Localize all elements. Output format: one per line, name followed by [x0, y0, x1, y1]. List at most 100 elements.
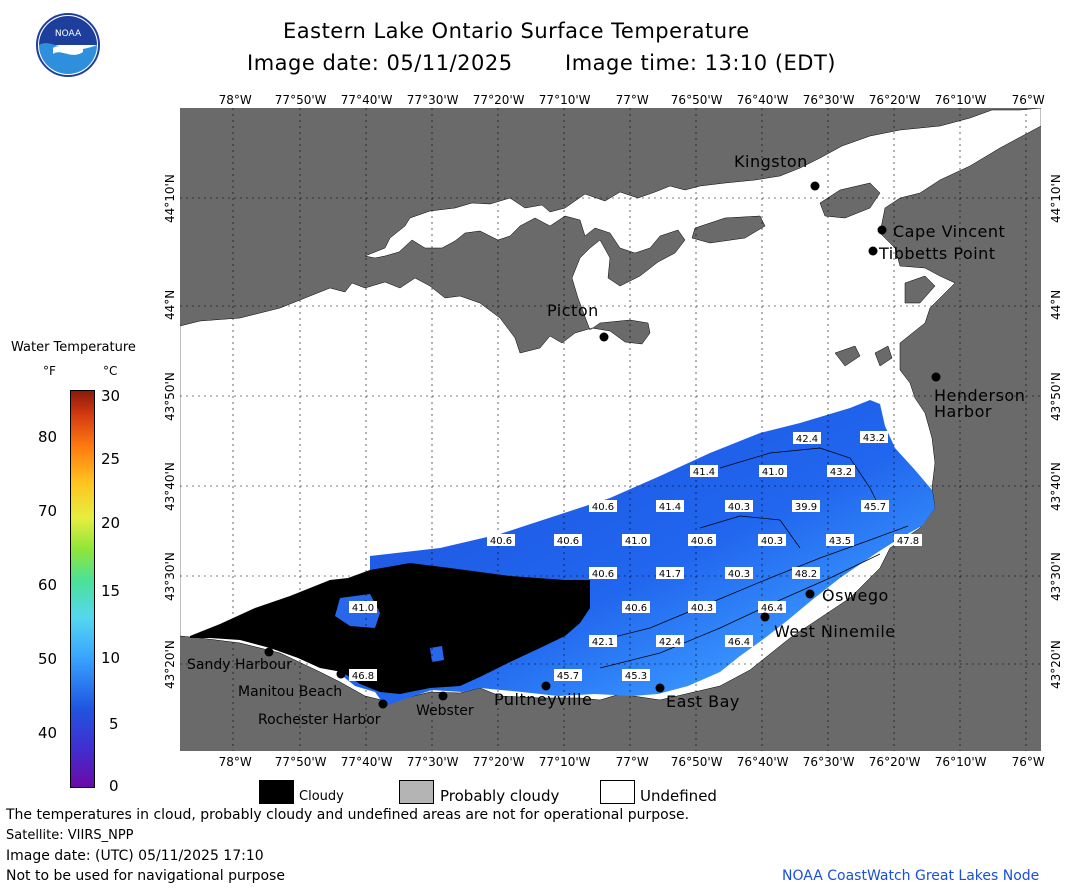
- colorbar-unit-f: °F: [43, 364, 56, 378]
- image-time: Image time: 13:10 (EDT): [565, 51, 836, 75]
- longitude-label: 76°40'W: [736, 755, 789, 769]
- island-galloo: [904, 275, 936, 304]
- place-marker-dot: [541, 681, 551, 691]
- temperature-value: 40.3: [728, 569, 750, 580]
- temperature-label-bg: [656, 500, 684, 512]
- longitude-label: 76°10'W: [934, 93, 987, 107]
- longitude-label: 76°30'W: [802, 93, 855, 107]
- legend-probably-cloudy-label: Probably cloudy: [440, 787, 560, 805]
- label-webster: Webster: [416, 703, 474, 719]
- temperature-value: 43.5: [829, 536, 851, 547]
- colorbar: [70, 390, 95, 788]
- page-title: Eastern Lake Ontario Surface Temperature: [283, 19, 750, 43]
- temperature-label-bg: [725, 567, 753, 579]
- temperature-label-bg: [758, 601, 786, 613]
- temperature-value: 41.4: [693, 467, 715, 478]
- label-kingston: Kingston: [734, 152, 808, 171]
- footer-disclaimer: The temperatures in cloud, probably clou…: [6, 807, 690, 823]
- temperature-label-bg: [690, 465, 718, 477]
- longitude-label: 76°40'W: [736, 93, 789, 107]
- temperature-label-bg: [792, 567, 820, 579]
- noaa-logo: NOAA: [35, 12, 101, 78]
- temperature-value: 41.0: [762, 467, 784, 478]
- temperature-value: 42.1: [592, 637, 614, 648]
- latitude-label: 43°40'N: [163, 461, 177, 511]
- colorbar-f-tick: 50: [38, 650, 58, 668]
- temperature-value: 40.3: [761, 536, 783, 547]
- longitude-label: 76°W: [1011, 755, 1045, 769]
- temperature-label-bg: [793, 432, 821, 444]
- island-small: [874, 345, 893, 367]
- temperature-value: 46.4: [728, 637, 750, 648]
- label-oswego: Oswego: [822, 586, 889, 605]
- longitude-label: 77°50'W: [274, 755, 327, 769]
- temperature-value: 40.6: [557, 536, 579, 547]
- legend-undefined-label: Undefined: [640, 787, 717, 805]
- temperature-value: 41.7: [659, 569, 681, 580]
- place-marker-dot: [264, 647, 274, 657]
- temperature-label-bg: [554, 669, 582, 681]
- label-picton: Picton: [547, 301, 599, 320]
- temperature-label-bg: [622, 669, 650, 681]
- place-marker-dot: [599, 332, 609, 342]
- colorbar-f-tick: 40: [38, 724, 58, 742]
- temperature-value: 40.3: [728, 502, 750, 513]
- longitude-label: 77°20'W: [472, 93, 525, 107]
- cloud-gap-2: [430, 646, 444, 662]
- temperature-label-bg: [589, 635, 617, 647]
- temperature-value: 42.4: [659, 637, 681, 648]
- latitude-label: 44°10'N: [1049, 173, 1063, 223]
- temperature-value: 41.0: [352, 603, 374, 614]
- temperature-value: 41.0: [625, 536, 647, 547]
- longitude-label: 76°30'W: [802, 755, 855, 769]
- place-marker-dot: [760, 612, 770, 622]
- footer-navigation: Not to be used for navigational purpose: [6, 868, 285, 884]
- colorbar-f-tick: 60: [38, 576, 58, 594]
- temperature-value: 46.8: [352, 671, 374, 682]
- footer-utc-date: Image date: (UTC) 05/11/2025 17:10: [6, 848, 264, 864]
- colorbar-title: Water Temperature: [11, 340, 136, 355]
- image-date: Image date: 05/11/2025: [247, 51, 513, 75]
- temperature-value: 42.4: [796, 434, 818, 445]
- longitude-label: 78°W: [218, 755, 252, 769]
- temperature-value: 40.6: [691, 536, 713, 547]
- temperature-label-bg: [827, 465, 855, 477]
- place-marker-dot: [810, 181, 820, 191]
- longitude-label: 77°20'W: [472, 755, 525, 769]
- island-stony: [834, 345, 861, 367]
- logo-text: NOAA: [55, 29, 82, 39]
- temperature-label-bg: [759, 465, 787, 477]
- place-marker-dot: [931, 372, 941, 382]
- place-marker-dot: [868, 246, 878, 256]
- temperature-value: 43.2: [863, 433, 885, 444]
- temperature-value: 40.6: [490, 536, 512, 547]
- colorbar-c-tick: 15: [101, 582, 121, 600]
- island-wolfe: [819, 182, 881, 219]
- latitude-label: 44°N: [163, 289, 177, 320]
- temperature-label-bg: [688, 601, 716, 613]
- longitude-label: 77°10'W: [538, 93, 591, 107]
- temperature-label-bg: [622, 601, 650, 613]
- island-amherst: [691, 215, 766, 244]
- colorbar-c-tick: 25: [101, 450, 121, 468]
- temperature-label-bg: [758, 534, 786, 546]
- temperature-value: 40.6: [592, 569, 614, 580]
- temperature-value: 47.8: [897, 536, 919, 547]
- temperature-value: 40.6: [625, 603, 647, 614]
- temperature-label-bg: [894, 534, 922, 546]
- temperature-label-bg: [656, 635, 684, 647]
- place-marker-dot: [378, 699, 388, 709]
- longitude-label: 77°W: [615, 755, 649, 769]
- label-henderson-2: Harbor: [934, 402, 992, 421]
- longitude-label: 77°40'W: [340, 755, 393, 769]
- place-marker-dot: [336, 669, 346, 679]
- temperature-labels: 42.4 43.2 41.4 41.0 43.2 40.6 41.4 40.3 39.9 45.7…: [349, 431, 922, 682]
- latitude-label: 44°10'N: [163, 173, 177, 223]
- temperature-label-bg: [688, 534, 716, 546]
- temperature-label-bg: [589, 567, 617, 579]
- longitude-label: 77°30'W: [406, 93, 459, 107]
- legend-undefined-swatch: [600, 780, 635, 804]
- longitude-label: 77°30'W: [406, 755, 459, 769]
- label-rochester-harbor: Rochester Harbor: [258, 712, 381, 728]
- temperature-value: 39.9: [795, 502, 817, 513]
